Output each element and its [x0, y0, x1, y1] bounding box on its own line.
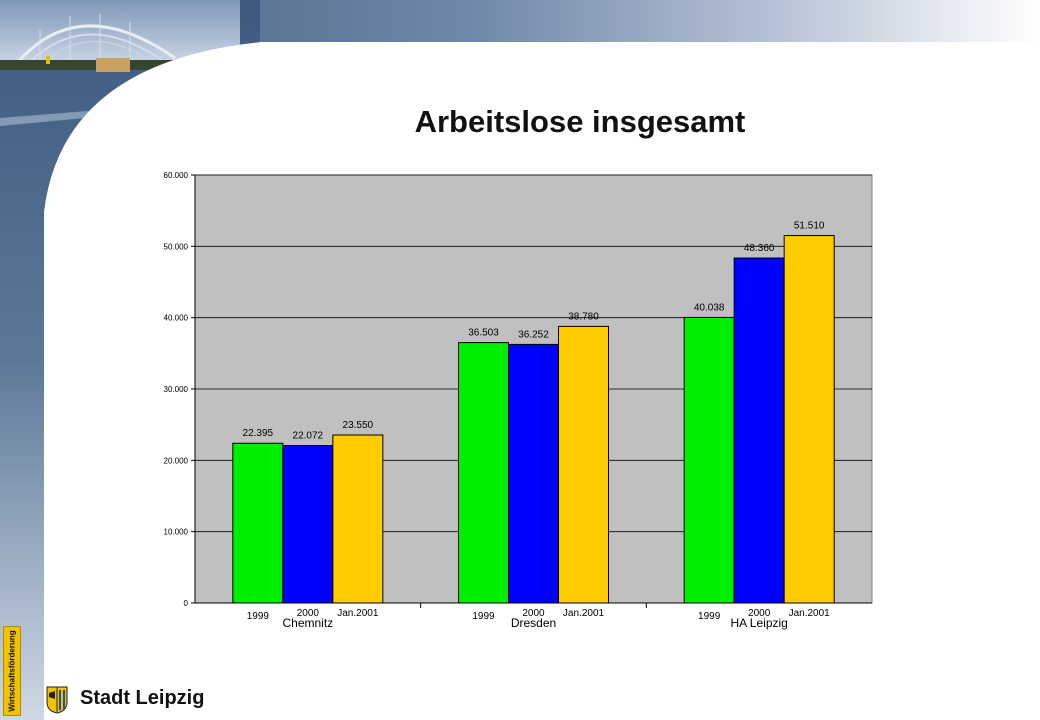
bar	[458, 342, 509, 604]
bar	[282, 445, 334, 604]
data-label: 23.550	[343, 420, 374, 431]
bar	[508, 343, 559, 604]
y-tick-label: 20.000	[164, 456, 189, 465]
wirtschaftsfoerderung-badge: Wirtschaftsförderung	[3, 626, 21, 716]
bar-period-label: 2000	[297, 608, 320, 619]
badge-label: Wirtschaftsförderung	[7, 630, 17, 712]
bar-period-label: 1999	[472, 611, 495, 622]
y-tick-label: 0	[184, 599, 189, 608]
bar-period-label: 1999	[698, 611, 721, 622]
labels: 22.395 1999 22.072 2000 23.550 Jan.2001 Chemni…	[243, 221, 831, 630]
data-label: 36.503	[468, 328, 499, 339]
bar-period-label: 2000	[748, 608, 771, 619]
bar-period-label: Jan.2001	[789, 608, 831, 619]
data-label: 36.252	[518, 329, 549, 340]
data-label: 22.395	[243, 428, 274, 439]
category-label: Chemnitz	[282, 616, 333, 630]
bar-chart: 0 10.000 20.000 30.000 40.000 50.000 60.000 22…	[164, 171, 873, 630]
bar-period-label: Jan.2001	[337, 608, 379, 619]
bar	[683, 316, 735, 604]
bar	[733, 257, 785, 604]
bar-period-label: Jan.2001	[563, 608, 605, 619]
data-label: 22.072	[293, 431, 324, 442]
bar	[783, 235, 835, 604]
bar	[558, 325, 609, 604]
y-tick-label: 30.000	[164, 385, 189, 394]
city-name: Stadt Leipzig	[80, 687, 205, 709]
bars	[232, 235, 835, 604]
data-label: 48.360	[744, 243, 775, 254]
y-tick-label: 40.000	[164, 314, 189, 323]
y-tick-label: 10.000	[164, 528, 189, 537]
category-label: HA Leipzig	[730, 616, 787, 630]
y-tick-label: 60.000	[164, 171, 189, 180]
category-label: Dresden	[511, 616, 556, 630]
bar	[332, 434, 384, 604]
leipzig-crest-icon	[46, 686, 68, 714]
bar-period-label: 1999	[247, 611, 270, 622]
bar-period-label: 2000	[522, 608, 545, 619]
bar	[232, 442, 284, 604]
data-label: 38.780	[568, 311, 599, 322]
y-tick-label: 50.000	[164, 242, 189, 251]
data-label: 40.038	[694, 302, 725, 313]
slide-title: Arbeitslose insgesamt	[414, 104, 746, 139]
data-label: 51.510	[794, 221, 825, 232]
